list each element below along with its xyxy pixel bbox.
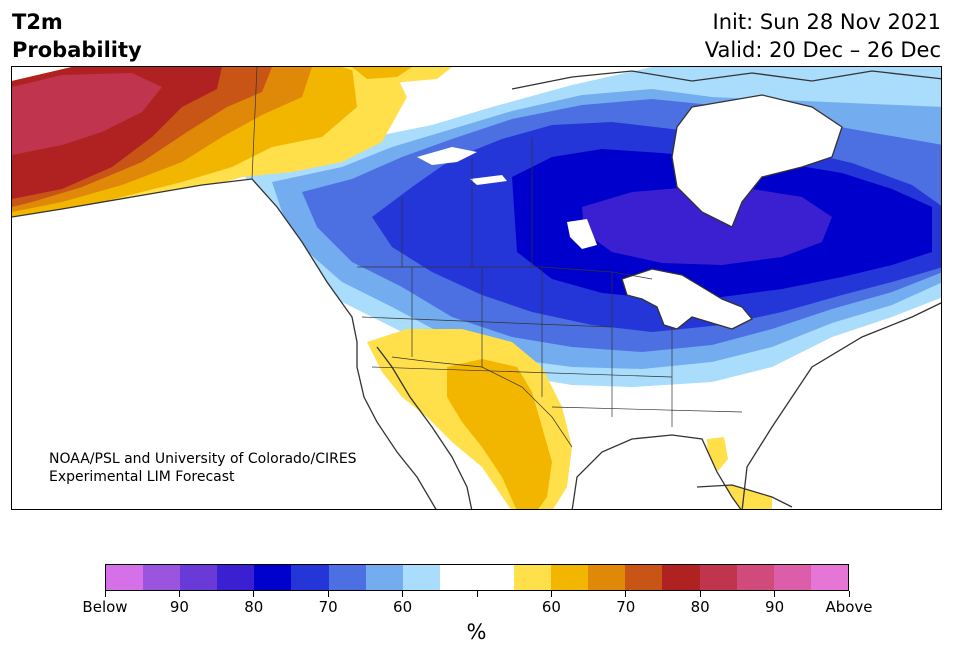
colorbar-unit: % (466, 620, 487, 644)
colorbar-swatch (254, 565, 292, 590)
colorbar-tick (848, 591, 850, 597)
valid-range: Valid: 20 Dec – 26 Dec (704, 38, 941, 62)
colorbar-swatch (143, 565, 181, 590)
colorbar-swatch (625, 565, 663, 590)
political-borders (251, 67, 743, 448)
colorbar-swatch (217, 565, 255, 590)
colorbar-tick-label: 90 (169, 598, 189, 616)
pacific-ocean (12, 179, 436, 509)
colorbar-tick (253, 591, 255, 597)
colorbar-swatch (810, 565, 848, 590)
colorbar-tick-label: Below (82, 598, 128, 616)
colorbar-swatch (328, 565, 366, 590)
atlantic-ocean (772, 302, 941, 509)
colorbar-tick (104, 591, 106, 597)
colorbar-swatch (365, 565, 403, 590)
great-lakes-outline (621, 268, 754, 330)
southwest-above-65 (447, 359, 552, 509)
colorbar-tick (402, 591, 404, 597)
gulf-coastline (571, 434, 742, 509)
colorbar-swatch (402, 565, 440, 590)
gulf-of-mexico (572, 435, 741, 509)
colorbar-tick (625, 591, 627, 597)
us-canada-border (357, 266, 653, 280)
probability-map (11, 66, 942, 510)
colorbar-tick (178, 591, 180, 597)
colorbar-tick-label: 90 (765, 598, 785, 616)
colorbar-tick-label: Above (825, 598, 873, 616)
colorbar-tick (550, 591, 552, 597)
colorbar-swatch (588, 565, 626, 590)
colorbar-swatch (662, 565, 700, 590)
map-title: T2m Probability (12, 8, 142, 64)
colorbar-tick (476, 591, 478, 597)
colorbar-swatch (476, 565, 515, 590)
colorbar-tick-label: 80 (244, 598, 264, 616)
colorbar-swatch (736, 565, 774, 590)
colorbar-swatch (699, 565, 737, 590)
init-date: Init: Sun 28 Nov 2021 (712, 10, 941, 34)
hudson-bay-coastline (671, 94, 843, 228)
map-canvas (12, 67, 941, 509)
colorbar-tick-label: 70 (318, 598, 338, 616)
colorbar-ticks (104, 591, 850, 597)
colorbar-tick-label: 60 (393, 598, 413, 616)
forecast-dates: Init: Sun 28 Nov 2021 Valid: 20 Dec – 26… (705, 8, 941, 64)
colorbar-swatch (551, 565, 589, 590)
great-bear-lake (417, 147, 477, 165)
atlantic-coastline (741, 302, 941, 509)
great-lakes (622, 269, 752, 329)
colorbar-tick (327, 591, 329, 597)
colorbar-swatch (514, 565, 552, 590)
state-lines (361, 137, 743, 427)
arctic-above-65 (352, 67, 412, 79)
colorbar-swatch (180, 565, 218, 590)
colorbar-swatch (439, 565, 477, 590)
hudson-bay (672, 95, 842, 227)
colorbar-tick-label: 60 (541, 598, 561, 616)
baja-coastline (376, 346, 473, 509)
credit-organization: NOAA/PSL and University of Colorado/CIRE… (49, 451, 357, 467)
colorbar-swatch (291, 565, 329, 590)
above-normal-shading (12, 67, 790, 509)
us-mexico-border (391, 356, 573, 448)
colorbar-swatch (773, 565, 811, 590)
credit-product: Experimental LIM Forecast (49, 469, 235, 485)
colorbar-tick-labels: Below 90 80 70 60 60 70 80 90 Above (82, 598, 872, 618)
below-85-region (582, 187, 832, 265)
forecast-credit: NOAA/PSL and University of Colorado/CIRE… (49, 450, 357, 486)
probability-colorbar (105, 564, 849, 591)
great-slave-lake (470, 175, 507, 185)
title-type: Probability (12, 38, 142, 62)
cuba-coastline (696, 484, 793, 508)
north-america-coastline (12, 178, 437, 509)
water-bodies (12, 95, 941, 509)
alaska-above-85 (12, 73, 162, 155)
arctic-islands-coastline (511, 70, 941, 90)
alaska-canada-border (251, 67, 258, 180)
lake-winnipeg (567, 219, 597, 249)
colorbar-tick-label: 70 (616, 598, 636, 616)
colorbar-tick-label: 80 (690, 598, 710, 616)
colorbar-tick (699, 591, 701, 597)
title-variable: T2m (12, 10, 63, 34)
colorbar-tick (774, 591, 776, 597)
colorbar-swatch (106, 565, 144, 590)
coastlines (12, 70, 941, 509)
